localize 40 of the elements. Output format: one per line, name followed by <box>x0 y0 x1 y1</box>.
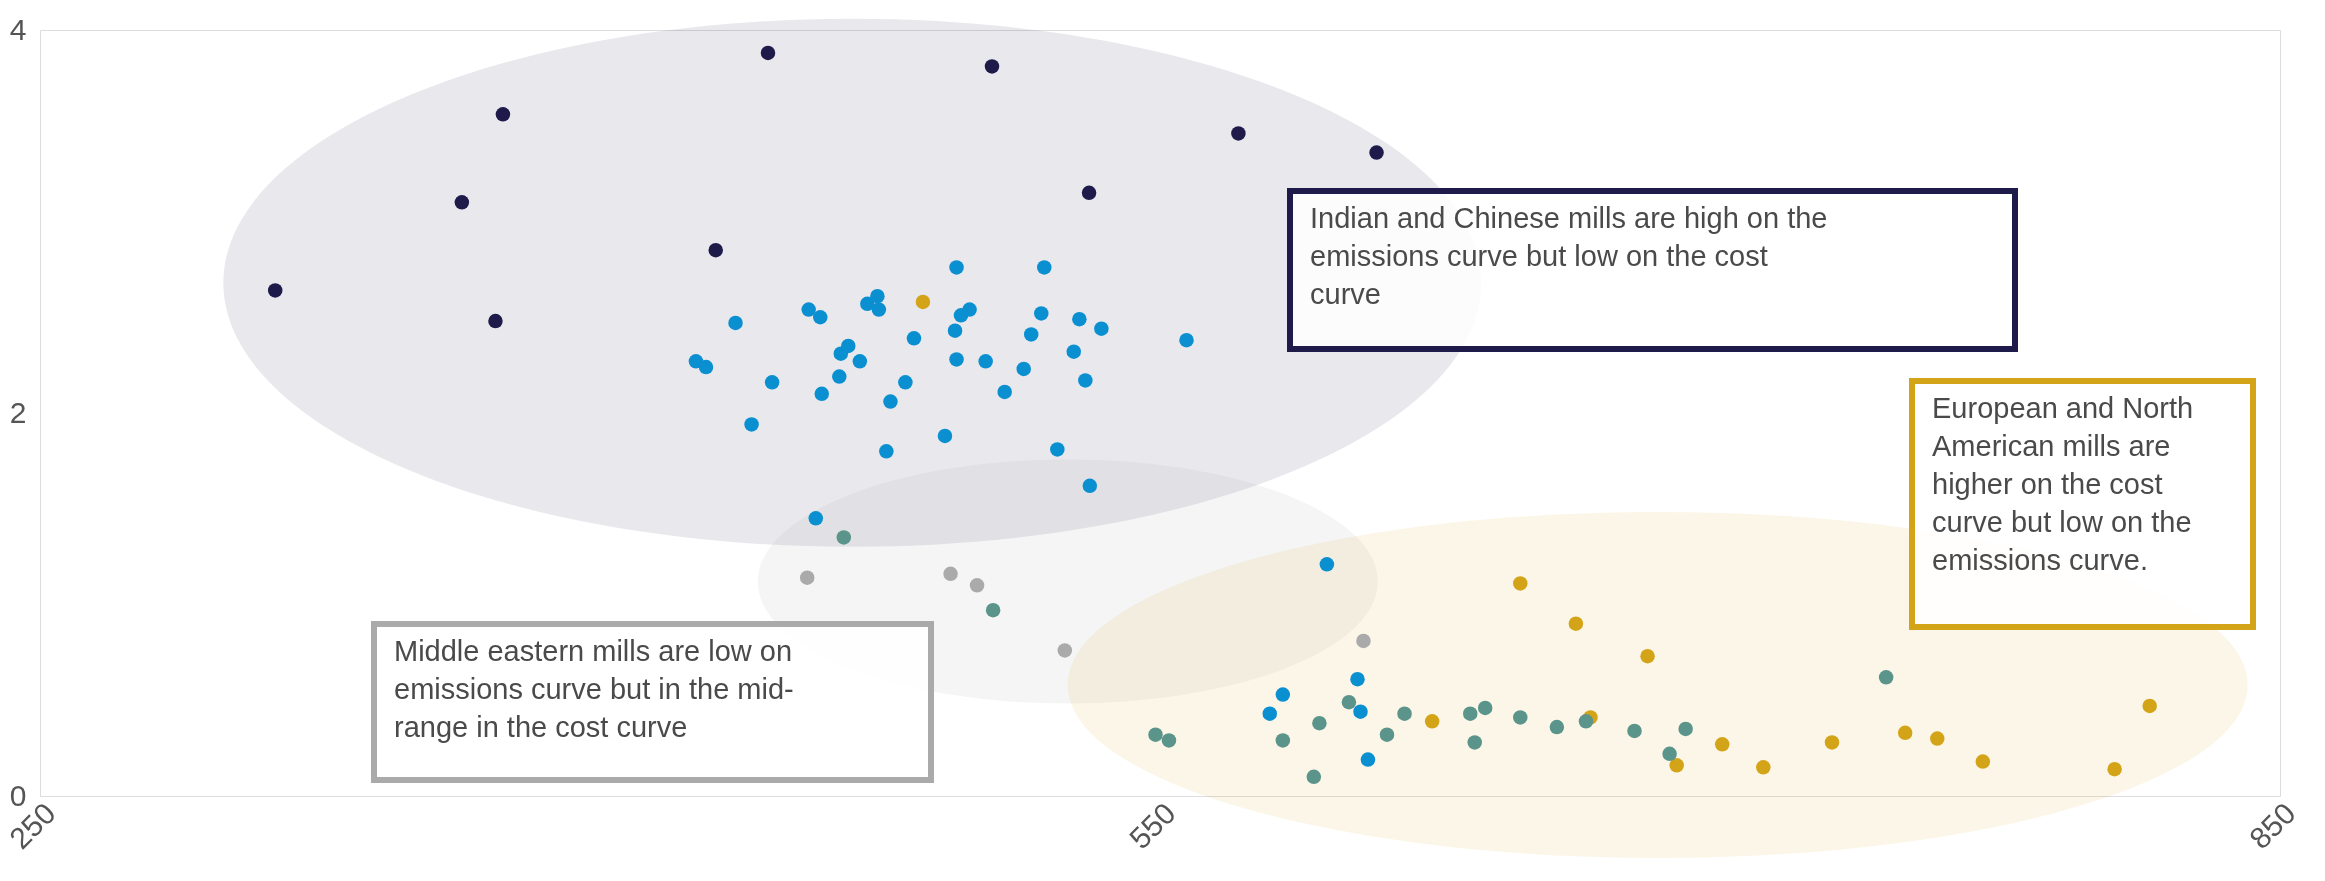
point <box>1878 670 1894 685</box>
point <box>1513 710 1528 725</box>
point <box>1161 733 1177 748</box>
point <box>1568 616 1584 631</box>
point <box>1930 731 1945 746</box>
point <box>1353 704 1368 719</box>
point <box>1477 700 1493 716</box>
annotation: Middle eastern mills are low on emissions curve but in the mid-range in the cost curve <box>394 635 794 743</box>
point <box>1975 754 1991 769</box>
point <box>1513 576 1528 591</box>
point <box>1312 716 1327 731</box>
y-tick-label: 4 <box>9 12 27 46</box>
point <box>1640 648 1655 664</box>
point <box>1756 760 1771 775</box>
point <box>1424 714 1440 729</box>
point <box>1397 706 1412 721</box>
point <box>1549 719 1565 735</box>
point <box>2142 698 2157 714</box>
point <box>1714 737 1730 752</box>
point <box>1662 746 1677 762</box>
point <box>1306 769 1322 785</box>
point <box>1379 727 1395 742</box>
point <box>2107 761 2122 777</box>
point <box>1897 725 1913 741</box>
point <box>1360 752 1376 767</box>
x-tick-label: 850 <box>2242 796 2302 856</box>
point <box>1627 723 1642 739</box>
x-tick-label: 550 <box>1122 796 1182 856</box>
point <box>1578 714 1594 729</box>
point <box>1669 758 1684 773</box>
point <box>1467 735 1482 750</box>
point <box>1678 721 1693 737</box>
y-tick-label: 0 <box>9 778 27 812</box>
annotation: European and North American mills are higher on the cost curve but low on the emissions curve. <box>1932 392 2194 576</box>
point <box>1824 735 1840 750</box>
point <box>1275 733 1291 748</box>
point <box>1148 727 1163 742</box>
point <box>1462 706 1478 721</box>
y-tick-label: 2 <box>9 395 27 429</box>
point <box>1262 706 1278 721</box>
